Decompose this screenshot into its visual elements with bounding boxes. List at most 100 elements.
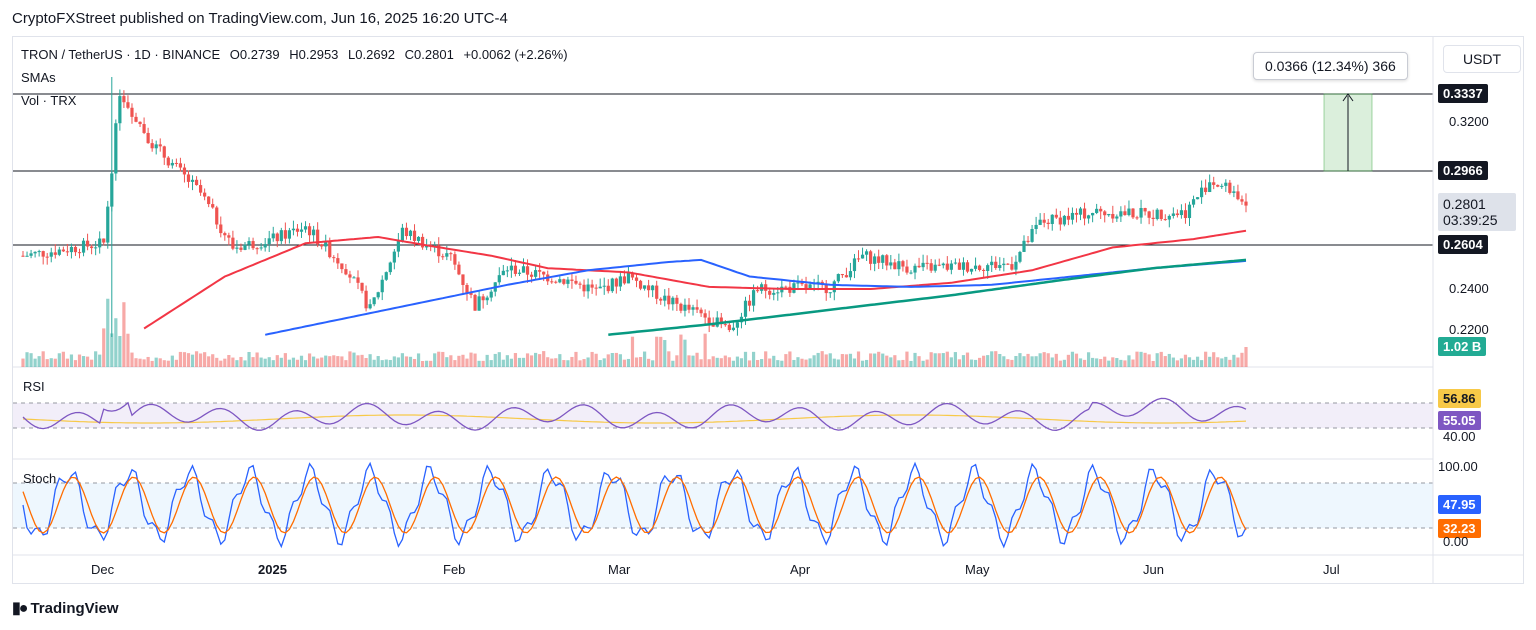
volume-bar — [679, 334, 683, 367]
candle-body — [957, 262, 962, 270]
candle-body — [142, 124, 146, 133]
candle-body — [1074, 212, 1079, 215]
volume-bar — [949, 357, 953, 367]
candle-body — [1111, 213, 1115, 219]
candle-body — [844, 275, 849, 278]
candle-body — [554, 281, 558, 283]
rsi-pane-label[interactable]: RSI — [23, 379, 45, 394]
volume-bar — [90, 359, 94, 367]
candle-body — [751, 290, 756, 306]
candle-body — [707, 317, 711, 324]
volume-bar — [848, 353, 853, 367]
volume-bar — [602, 358, 606, 367]
candle-body — [1107, 213, 1111, 216]
x-axis-tick-label: Feb — [443, 562, 465, 577]
rsi-ma-line — [22, 414, 1247, 424]
ohlc-change: +0.0062 (+2.26%) — [463, 47, 568, 62]
candle-body — [889, 262, 893, 266]
volume-bar — [396, 357, 400, 367]
price-chart-svg[interactable]: 0.3200 0.2400 0.2200 Dec 2025 Feb Mar Apr May Jun… — [13, 37, 1523, 583]
candle-body — [376, 292, 380, 298]
candle-body — [953, 262, 957, 264]
volume-bar — [933, 353, 937, 367]
volume-bar — [638, 357, 643, 367]
volume-bar — [921, 360, 925, 367]
volume-bar — [110, 333, 114, 367]
candle-body — [461, 274, 465, 285]
price-range-measure[interactable]: 0.0366 (12.34%) 366 — [1253, 52, 1408, 80]
volume-bar — [550, 358, 554, 367]
smas-legend[interactable]: SMAs — [21, 70, 56, 85]
currency-button[interactable]: USDT — [1443, 45, 1521, 73]
candle-body — [1191, 199, 1196, 205]
candle-body — [251, 241, 255, 249]
candle-body — [1240, 199, 1244, 202]
volume-bar — [929, 352, 933, 367]
volume-bar — [299, 355, 304, 367]
candle-body — [186, 174, 191, 182]
volume-bar — [554, 358, 558, 367]
volume-bar — [1006, 359, 1010, 367]
volume-bar — [1244, 347, 1248, 367]
candle-body — [905, 266, 909, 273]
volume-bar — [239, 356, 243, 367]
candle-body — [699, 309, 703, 314]
volume-bar — [219, 360, 223, 367]
candle-body — [509, 265, 513, 271]
candle-body — [1155, 209, 1159, 220]
candle-body — [642, 285, 647, 289]
volume-bar — [1078, 358, 1083, 367]
candle-body — [178, 163, 183, 168]
stoch-pane-label[interactable]: Stoch — [23, 471, 57, 486]
volume-bar — [372, 359, 376, 367]
candle-body — [219, 224, 223, 234]
volume-bar — [178, 351, 183, 367]
volume-bar — [780, 360, 784, 367]
volume-bar — [1030, 356, 1034, 367]
candle-body — [521, 266, 526, 273]
x-axis-tick-label: Apr — [790, 562, 811, 577]
candle-body — [743, 300, 748, 317]
volume-bar — [1018, 353, 1022, 367]
candle-body — [864, 251, 869, 255]
candle-body — [800, 282, 804, 285]
candle-body — [655, 285, 659, 299]
candle-body — [679, 303, 683, 311]
volume-bar — [263, 358, 267, 367]
candle-body — [973, 265, 978, 269]
volume-bar — [707, 359, 711, 367]
candle-body — [154, 144, 158, 149]
candle-body — [122, 96, 126, 103]
candle-body — [723, 324, 727, 326]
volume-bar — [170, 355, 174, 367]
volume-bar — [420, 360, 425, 367]
volume-bar — [590, 351, 594, 367]
volume-legend[interactable]: Vol · TRX — [21, 93, 77, 108]
candle-body — [513, 265, 518, 274]
volume-bar — [53, 358, 57, 367]
volume-bar — [45, 359, 49, 367]
candle-body — [198, 185, 203, 193]
candle-body — [602, 285, 606, 287]
candle-body — [469, 292, 473, 295]
candle-body — [1163, 219, 1167, 221]
volume-bar — [723, 355, 727, 367]
volume-bar — [190, 354, 195, 367]
candle-body — [808, 284, 812, 289]
candle-body — [917, 265, 921, 268]
stoch-lower-level: 0.00 — [1443, 534, 1469, 549]
volume-bar — [251, 357, 255, 367]
candle-body — [659, 298, 663, 301]
volume-bar — [445, 357, 449, 367]
candle-body — [400, 227, 405, 241]
volume-bar — [517, 357, 522, 367]
candle-body — [856, 258, 861, 260]
candle-body — [1171, 213, 1175, 216]
volume-bar — [630, 336, 635, 367]
volume-bar — [85, 356, 90, 367]
bar-countdown: 03:39:25 — [1443, 212, 1498, 228]
tradingview-logo[interactable]: ▮● TradingView — [12, 598, 119, 618]
volume-bar — [1042, 352, 1046, 367]
candle-body — [909, 272, 913, 274]
candle-body — [477, 296, 481, 311]
